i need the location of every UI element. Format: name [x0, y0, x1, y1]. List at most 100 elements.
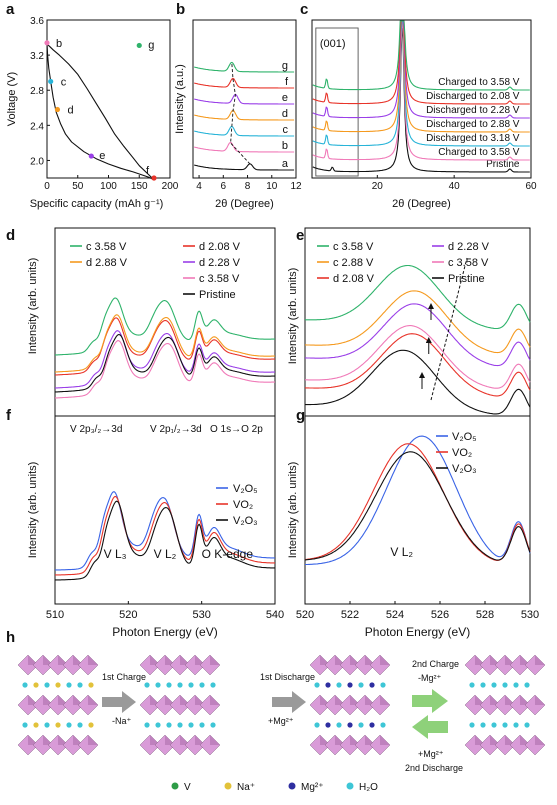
legend-entry: Na⁺ — [237, 782, 255, 793]
octahedron-face — [380, 735, 390, 745]
state-point-d — [54, 106, 61, 113]
ion — [358, 682, 364, 688]
axes-frame — [192, 19, 297, 179]
y-axis-label: Intensity (arb. units) — [287, 268, 299, 365]
x-tick-label: 528 — [476, 609, 494, 621]
annotation-001: (001) — [320, 38, 346, 50]
l2-reference-2 — [304, 451, 531, 561]
ion — [77, 682, 83, 688]
octahedron-face — [210, 735, 220, 745]
state-point-f — [151, 175, 157, 181]
edge-label: V L₃ — [104, 547, 127, 561]
octahedron-face — [380, 655, 390, 665]
l2-series-2 — [305, 290, 531, 354]
panel-label: h — [6, 629, 15, 646]
x-axis-label: Photon Energy (eV) — [365, 625, 470, 639]
legend-entry: c 3.58 V — [199, 273, 240, 285]
panel-a: a 2.0 2.4 2.8 3.2 3.6 0 50 100 150 200 Specific cap… — [6, 1, 179, 210]
legend-entry: Mg²⁺ — [301, 782, 324, 793]
ion — [469, 722, 475, 728]
xrd-series-g — [194, 61, 295, 73]
state-point-label: c — [61, 76, 67, 88]
ion — [336, 682, 342, 688]
reference-series-2 — [55, 500, 275, 581]
ion — [188, 682, 194, 688]
legend-marker — [224, 782, 232, 790]
legend-entry: V₂O₃ — [233, 515, 258, 527]
ion — [88, 682, 94, 688]
l2-series-4 — [304, 333, 531, 397]
l2-reference-0 — [305, 435, 531, 566]
ion — [314, 682, 320, 688]
y-axis-label: Intensity (arb. units) — [27, 462, 39, 559]
step-sublabel: +Mg²⁺ — [268, 716, 294, 726]
step-sublabel: +Mg²⁺ — [418, 749, 444, 759]
xrd-series-e — [194, 94, 295, 105]
ion — [44, 682, 50, 688]
y-tick-label: 2.8 — [30, 86, 44, 97]
ion — [144, 682, 150, 688]
structure-block — [464, 654, 546, 756]
edge-label: O K-edge — [202, 547, 254, 561]
ion — [524, 722, 530, 728]
step-sublabel: -Mg²⁺ — [418, 673, 441, 683]
octahedron-face — [210, 695, 220, 705]
ion — [66, 722, 72, 728]
x-tick-label: 40 — [449, 181, 461, 192]
ion — [524, 682, 530, 688]
state-point-label: f — [146, 165, 150, 177]
panel-h: h 1st Charge -Na⁺ 1st Discharge +Mg²⁺ 2nd Cha… — [6, 629, 546, 793]
legend-entry: c 3.58 V — [333, 241, 374, 253]
series-label: f — [285, 76, 289, 88]
xrd-series-a — [194, 163, 295, 171]
xas-series-1 — [55, 317, 275, 376]
octahedron-face — [210, 655, 220, 665]
legend-entry: d 2.28 V — [448, 241, 490, 253]
x-tick-label: 526 — [431, 609, 449, 621]
ion — [88, 722, 94, 728]
ion — [55, 722, 61, 728]
ion — [491, 682, 497, 688]
legend-entry: c 3.58 V — [86, 241, 127, 253]
y-tick-label: 2.4 — [30, 121, 44, 132]
panel-label: a — [6, 1, 15, 18]
octahedron-face — [380, 695, 390, 705]
legend-marker — [346, 782, 354, 790]
xas-series-2 — [55, 314, 275, 373]
edge-label: V 2p₃/₂→3d — [70, 424, 122, 435]
xrd-series-2 — [312, 20, 530, 147]
octahedron-face — [535, 655, 545, 665]
x-tick-label: 510 — [46, 609, 64, 621]
edge-label: V 2p₁/₂→3d — [150, 424, 202, 435]
ion — [22, 682, 28, 688]
ion — [480, 682, 486, 688]
series-label: a — [282, 158, 289, 170]
structure-block — [17, 654, 99, 756]
ion — [380, 722, 386, 728]
step-label: 2nd Discharge — [405, 763, 463, 773]
ion — [33, 682, 39, 688]
annotation-vl2: V L₂ — [390, 545, 413, 559]
legend-entry: d 2.88 V — [86, 257, 128, 269]
step-sublabel: -Na⁺ — [112, 716, 132, 726]
state-point-label: g — [148, 39, 154, 51]
x-tick-label: 520 — [119, 609, 137, 621]
series-label: Charged to 3.58 V — [438, 147, 519, 158]
ion — [155, 722, 161, 728]
legend-marker — [288, 782, 296, 790]
panel-label: e — [296, 227, 304, 244]
octahedron-face — [88, 735, 98, 745]
shift-guide — [430, 257, 468, 401]
panel-f: f Intensity (arb. units) 510 520 530 540 Photo… — [6, 407, 284, 639]
xrd-series-c — [194, 125, 295, 137]
legend-entry: V₂O₅ — [452, 431, 477, 443]
x-tick-label: 20 — [372, 181, 384, 192]
panel-label: c — [300, 1, 308, 18]
series-label: g — [282, 60, 288, 72]
step-arrow-1st-discharge — [272, 691, 306, 713]
l2-series-5 — [305, 349, 531, 415]
legend-entry: V — [184, 782, 191, 793]
edge-label: O 1s→O 2p — [210, 424, 263, 435]
x-tick-label: 522 — [341, 609, 359, 621]
